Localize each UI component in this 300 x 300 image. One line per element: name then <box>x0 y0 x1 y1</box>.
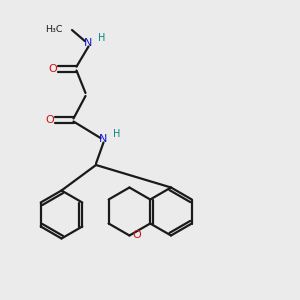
Text: H: H <box>98 33 106 43</box>
Text: N: N <box>99 134 108 145</box>
Text: H: H <box>113 129 121 139</box>
Text: N: N <box>84 38 93 49</box>
Text: O: O <box>48 64 57 74</box>
Text: O: O <box>45 115 54 125</box>
Text: O: O <box>133 230 141 241</box>
Text: H₃C: H₃C <box>46 26 63 34</box>
